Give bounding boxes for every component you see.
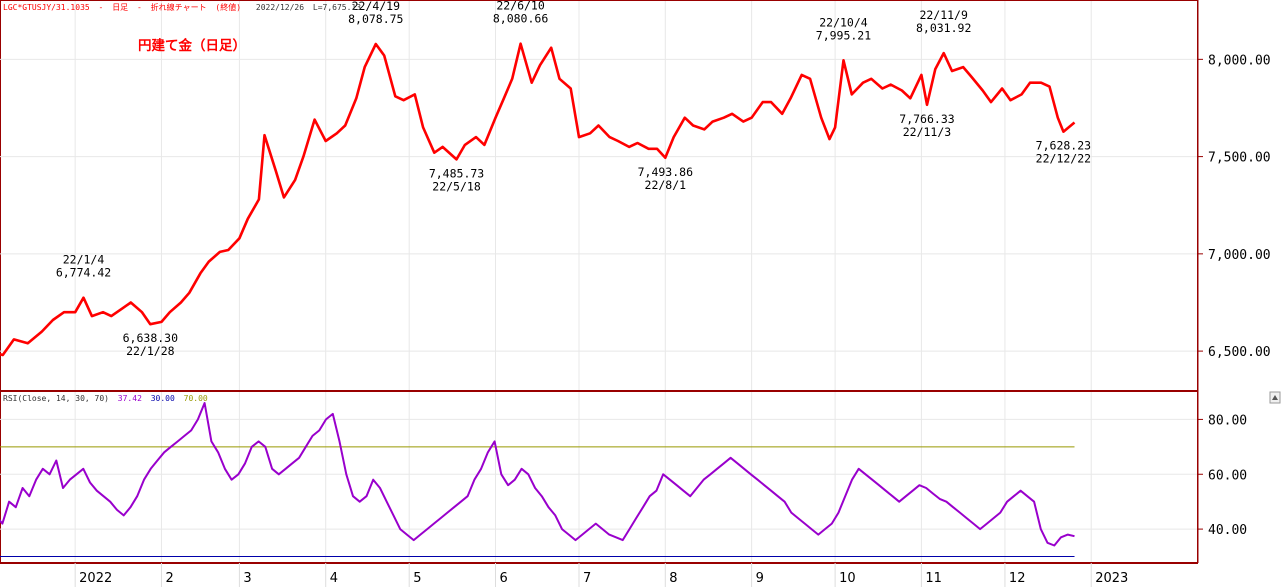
price-y-tick-label: 7,000.00 [1208, 248, 1271, 263]
rsi-line [0, 402, 1075, 547]
x-tick-label: 2022 [79, 571, 112, 586]
header-period: 日足 [112, 3, 128, 12]
rsi-y-tick-label: 40.00 [1208, 523, 1247, 538]
price-line [0, 42, 1076, 357]
rsi-header-low: 30.00 [151, 394, 175, 403]
annotation-label: 6,638.30 [123, 331, 178, 345]
rsi-y-tick-label: 80.00 [1208, 413, 1247, 428]
annotation-label: 22/1/4 [63, 253, 105, 267]
x-tick-label: 9 [756, 571, 764, 586]
chart-header: LGC*GTUSJY/31.1035 - 日足 - 折れ線チャート (終値) 2… [3, 2, 361, 12]
x-tick-label: 7 [583, 571, 591, 586]
rsi-series-line [0, 402, 1075, 558]
scroll-up-button[interactable] [1269, 391, 1281, 404]
rsi-header-high: 70.00 [184, 394, 208, 403]
header-symbol: LGC*GTUSJY/31.1035 [3, 3, 90, 12]
annotation-label: 22/12/22 [1036, 152, 1091, 166]
annotation-label: 8,078.75 [348, 12, 403, 26]
x-tick-label: 8 [669, 571, 677, 586]
chart-title: 円建て金（日足） [138, 37, 246, 54]
price-y-tick-label: 8,000.00 [1208, 53, 1271, 68]
rsi-header-label: RSI(Close, 14, 30, 70) [3, 394, 109, 403]
header-last: L=7,675.13 [313, 3, 361, 12]
header-sep-2: - [137, 3, 142, 12]
annotation-label: 6,774.42 [56, 266, 111, 280]
y-tick-labels: 6,500.00 7,000.00 7,500.00 8,000.00 40.00 60.… [1208, 53, 1271, 538]
annotation-label: 22/11/9 [919, 8, 968, 22]
annotation-label: 22/10/4 [819, 15, 868, 29]
annotation-label: 8,080.66 [493, 12, 548, 26]
annotation-label: 7,493.86 [638, 165, 693, 179]
rsi-y-tick-label: 60.00 [1208, 468, 1247, 483]
rsi-panel-frame [0, 391, 1198, 563]
annotation-label: 22/5/18 [432, 179, 481, 193]
annotation-label: 22/1/28 [126, 344, 175, 358]
annotation-label: 7,485.73 [429, 166, 484, 180]
price-series-line [0, 42, 1076, 357]
annotation-label: 22/8/1 [645, 178, 687, 192]
annotation-label: 22/11/3 [903, 125, 952, 139]
x-tick-label: 2023 [1095, 571, 1128, 586]
annotation-label: 7,995.21 [816, 28, 871, 42]
header-date: 2022/12/26 [256, 3, 304, 12]
annotation-label: 7,628.23 [1036, 139, 1091, 153]
annotation-label: 22/6/10 [496, 0, 545, 13]
annotation-label: 22/4/19 [352, 0, 401, 13]
x-tick-label: 3 [243, 571, 251, 586]
price-panel-frame [0, 0, 1198, 391]
x-tick-label: 11 [925, 571, 942, 586]
x-tick-label: 4 [330, 571, 338, 586]
x-tick-label: 2 [165, 571, 173, 586]
x-tick-label: 6 [500, 571, 508, 586]
annotation-label: 8,031.92 [916, 21, 971, 35]
rsi-header: RSI(Close, 14, 30, 70) 37.42 30.00 70.00 [3, 394, 208, 403]
header-sep-1: - [99, 3, 104, 12]
price-y-tick-label: 7,500.00 [1208, 151, 1271, 166]
price-y-tick-label: 6,500.00 [1208, 345, 1271, 360]
x-tick-label: 10 [839, 571, 856, 586]
x-tick-label: 5 [413, 571, 421, 586]
rsi-header-value: 37.42 [118, 394, 142, 403]
date-axis-strip [0, 563, 1198, 587]
grid-lines [0, 1, 1203, 587]
x-tick-labels: 2022 2 3 4 5 6 7 8 9 10 11 12 2023 [79, 571, 1128, 586]
x-tick-label: 12 [1009, 571, 1026, 586]
header-mode: (終値) [215, 2, 241, 12]
annotation-label: 7,766.33 [899, 112, 954, 126]
header-chart-kind: 折れ線チャート [151, 2, 207, 12]
